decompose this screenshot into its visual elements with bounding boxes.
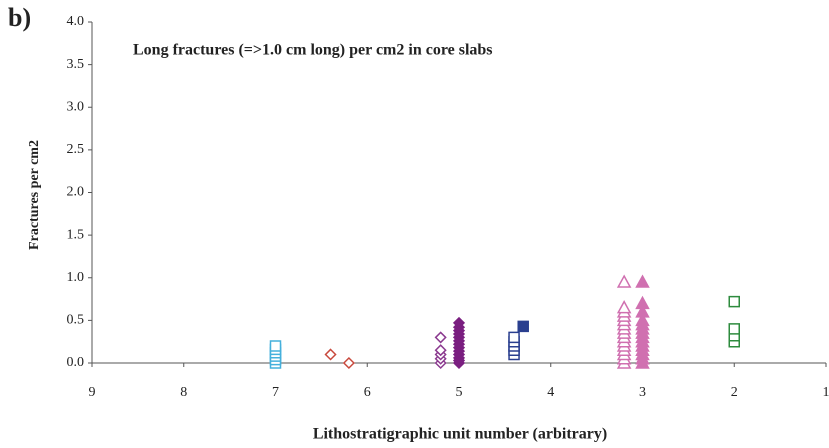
x-tick-label: 1 [823,385,829,400]
annotation: Long fractures (=>1.0 cm long) per cm2 i… [133,42,493,59]
x-tick-label: 8 [180,385,187,400]
y-tick-label: 1.5 [67,227,85,242]
point [635,295,650,310]
x-tick-label: 9 [89,385,96,400]
point [517,320,529,333]
y-tick-label: 0.0 [67,355,85,370]
y-axis-label: Fractures per cm2 [27,140,42,250]
x-tick-label: 3 [639,385,646,400]
point [635,274,650,288]
y-tick-label: 3.5 [67,57,85,72]
point [728,295,740,308]
x-tick-label: 5 [456,385,463,400]
x-tick-label: 7 [272,385,279,400]
x-tick-label: 4 [547,385,554,400]
point [635,304,650,318]
y-tick-label: 3.0 [67,99,85,114]
point [616,274,632,288]
point [269,340,282,352]
panel-label: b) [8,3,31,32]
point [342,356,355,370]
x-tick-label: 2 [731,385,738,400]
x-tick-label: 6 [364,385,371,400]
point [452,316,466,329]
y-tick-label: 2.0 [67,185,85,200]
point [635,312,650,327]
x-axis-label: Lithostratigraphic unit number (arbitrar… [313,426,607,443]
y-tick-label: 1.0 [67,270,85,285]
point [616,300,632,314]
point [728,323,740,335]
point [434,344,447,357]
y-tick-label: 0.5 [67,313,85,328]
y-tick-label: 2.5 [67,142,85,157]
y-tick-label: 4.0 [67,14,85,29]
point [324,348,337,361]
point [508,331,520,344]
point [434,331,447,344]
